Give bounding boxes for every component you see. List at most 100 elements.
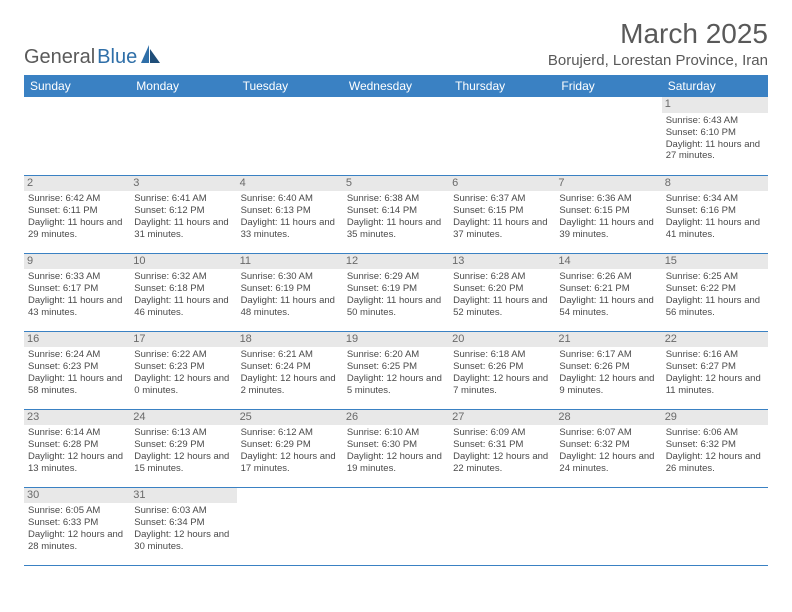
calendar-empty-cell xyxy=(555,487,661,565)
sunrise-text: Sunrise: 6:41 AM xyxy=(134,193,232,205)
daylight-text: Daylight: 11 hours and 56 minutes. xyxy=(666,295,764,319)
sunrise-text: Sunrise: 6:34 AM xyxy=(666,193,764,205)
header: GeneralBlue March 2025 Borujerd, Loresta… xyxy=(24,18,768,69)
day-number: 25 xyxy=(237,410,343,426)
day-number: 22 xyxy=(662,332,768,348)
calendar-day-cell: 4Sunrise: 6:40 AMSunset: 6:13 PMDaylight… xyxy=(237,175,343,253)
calendar-day-cell: 10Sunrise: 6:32 AMSunset: 6:18 PMDayligh… xyxy=(130,253,236,331)
sunrise-text: Sunrise: 6:28 AM xyxy=(453,271,551,283)
day-number: 1 xyxy=(662,97,768,113)
weekday-header: Monday xyxy=(130,75,236,97)
sunset-text: Sunset: 6:30 PM xyxy=(347,439,445,451)
daylight-text: Daylight: 12 hours and 9 minutes. xyxy=(559,373,657,397)
daylight-text: Daylight: 11 hours and 52 minutes. xyxy=(453,295,551,319)
daylight-text: Daylight: 12 hours and 0 minutes. xyxy=(134,373,232,397)
daylight-text: Daylight: 11 hours and 37 minutes. xyxy=(453,217,551,241)
sunset-text: Sunset: 6:32 PM xyxy=(666,439,764,451)
daylight-text: Daylight: 12 hours and 28 minutes. xyxy=(28,529,126,553)
day-number: 11 xyxy=(237,254,343,270)
daylight-text: Daylight: 11 hours and 58 minutes. xyxy=(28,373,126,397)
sunset-text: Sunset: 6:28 PM xyxy=(28,439,126,451)
sunrise-text: Sunrise: 6:22 AM xyxy=(134,349,232,361)
calendar-day-cell: 15Sunrise: 6:25 AMSunset: 6:22 PMDayligh… xyxy=(662,253,768,331)
calendar-day-cell: 12Sunrise: 6:29 AMSunset: 6:19 PMDayligh… xyxy=(343,253,449,331)
sunset-text: Sunset: 6:14 PM xyxy=(347,205,445,217)
daylight-text: Daylight: 12 hours and 7 minutes. xyxy=(453,373,551,397)
calendar-empty-cell xyxy=(237,487,343,565)
sunset-text: Sunset: 6:16 PM xyxy=(666,205,764,217)
sunrise-text: Sunrise: 6:37 AM xyxy=(453,193,551,205)
sunrise-text: Sunrise: 6:30 AM xyxy=(241,271,339,283)
calendar-empty-cell: . xyxy=(24,97,130,175)
sunrise-text: Sunrise: 6:32 AM xyxy=(134,271,232,283)
title-block: March 2025 Borujerd, Lorestan Province, … xyxy=(548,18,768,69)
sunrise-text: Sunrise: 6:25 AM xyxy=(666,271,764,283)
daylight-text: Daylight: 12 hours and 13 minutes. xyxy=(28,451,126,475)
calendar-page: GeneralBlue March 2025 Borujerd, Loresta… xyxy=(0,0,792,576)
day-number: 14 xyxy=(555,254,661,270)
sunrise-text: Sunrise: 6:12 AM xyxy=(241,427,339,439)
sunset-text: Sunset: 6:26 PM xyxy=(559,361,657,373)
sunrise-text: Sunrise: 6:43 AM xyxy=(666,115,764,127)
calendar-day-cell: 5Sunrise: 6:38 AMSunset: 6:14 PMDaylight… xyxy=(343,175,449,253)
calendar-body: ......1Sunrise: 6:43 AMSunset: 6:10 PMDa… xyxy=(24,97,768,565)
month-title: March 2025 xyxy=(548,18,768,50)
daylight-text: Daylight: 11 hours and 27 minutes. xyxy=(666,139,764,163)
day-number: 27 xyxy=(449,410,555,426)
daylight-text: Daylight: 11 hours and 31 minutes. xyxy=(134,217,232,241)
sunset-text: Sunset: 6:23 PM xyxy=(28,361,126,373)
day-number: 5 xyxy=(343,176,449,192)
logo-text-general: General xyxy=(24,46,95,69)
day-number: 31 xyxy=(130,488,236,504)
daylight-text: Daylight: 12 hours and 2 minutes. xyxy=(241,373,339,397)
calendar-empty-cell: . xyxy=(343,97,449,175)
calendar-empty-cell xyxy=(449,487,555,565)
sunrise-text: Sunrise: 6:24 AM xyxy=(28,349,126,361)
daylight-text: Daylight: 12 hours and 17 minutes. xyxy=(241,451,339,475)
sunset-text: Sunset: 6:21 PM xyxy=(559,283,657,295)
calendar-week-row: 23Sunrise: 6:14 AMSunset: 6:28 PMDayligh… xyxy=(24,409,768,487)
calendar-day-cell: 21Sunrise: 6:17 AMSunset: 6:26 PMDayligh… xyxy=(555,331,661,409)
sunset-text: Sunset: 6:32 PM xyxy=(559,439,657,451)
logo: GeneralBlue xyxy=(24,45,161,69)
daylight-text: Daylight: 11 hours and 46 minutes. xyxy=(134,295,232,319)
sunrise-text: Sunrise: 6:17 AM xyxy=(559,349,657,361)
daylight-text: Daylight: 11 hours and 29 minutes. xyxy=(28,217,126,241)
weekday-header: Saturday xyxy=(662,75,768,97)
calendar-empty-cell xyxy=(662,487,768,565)
calendar-day-cell: 14Sunrise: 6:26 AMSunset: 6:21 PMDayligh… xyxy=(555,253,661,331)
calendar-day-cell: 30Sunrise: 6:05 AMSunset: 6:33 PMDayligh… xyxy=(24,487,130,565)
sunset-text: Sunset: 6:13 PM xyxy=(241,205,339,217)
calendar-day-cell: 16Sunrise: 6:24 AMSunset: 6:23 PMDayligh… xyxy=(24,331,130,409)
day-number: 26 xyxy=(343,410,449,426)
logo-text-blue: Blue xyxy=(97,46,137,69)
daylight-text: Daylight: 11 hours and 54 minutes. xyxy=(559,295,657,319)
weekday-header: Thursday xyxy=(449,75,555,97)
sunset-text: Sunset: 6:33 PM xyxy=(28,517,126,529)
sunset-text: Sunset: 6:15 PM xyxy=(559,205,657,217)
calendar-table: SundayMondayTuesdayWednesdayThursdayFrid… xyxy=(24,75,768,566)
calendar-day-cell: 31Sunrise: 6:03 AMSunset: 6:34 PMDayligh… xyxy=(130,487,236,565)
calendar-day-cell: 2Sunrise: 6:42 AMSunset: 6:11 PMDaylight… xyxy=(24,175,130,253)
day-number: 10 xyxy=(130,254,236,270)
daylight-text: Daylight: 12 hours and 30 minutes. xyxy=(134,529,232,553)
sunset-text: Sunset: 6:24 PM xyxy=(241,361,339,373)
calendar-day-cell: 9Sunrise: 6:33 AMSunset: 6:17 PMDaylight… xyxy=(24,253,130,331)
sunset-text: Sunset: 6:11 PM xyxy=(28,205,126,217)
calendar-empty-cell: . xyxy=(237,97,343,175)
daylight-text: Daylight: 11 hours and 50 minutes. xyxy=(347,295,445,319)
day-number: 23 xyxy=(24,410,130,426)
daylight-text: Daylight: 11 hours and 41 minutes. xyxy=(666,217,764,241)
daylight-text: Daylight: 11 hours and 43 minutes. xyxy=(28,295,126,319)
sunrise-text: Sunrise: 6:16 AM xyxy=(666,349,764,361)
day-number: 13 xyxy=(449,254,555,270)
calendar-day-cell: 8Sunrise: 6:34 AMSunset: 6:16 PMDaylight… xyxy=(662,175,768,253)
calendar-day-cell: 27Sunrise: 6:09 AMSunset: 6:31 PMDayligh… xyxy=(449,409,555,487)
sunset-text: Sunset: 6:34 PM xyxy=(134,517,232,529)
sunrise-text: Sunrise: 6:06 AM xyxy=(666,427,764,439)
sunrise-text: Sunrise: 6:36 AM xyxy=(559,193,657,205)
sunrise-text: Sunrise: 6:14 AM xyxy=(28,427,126,439)
sunrise-text: Sunrise: 6:09 AM xyxy=(453,427,551,439)
sunrise-text: Sunrise: 6:03 AM xyxy=(134,505,232,517)
sunset-text: Sunset: 6:12 PM xyxy=(134,205,232,217)
